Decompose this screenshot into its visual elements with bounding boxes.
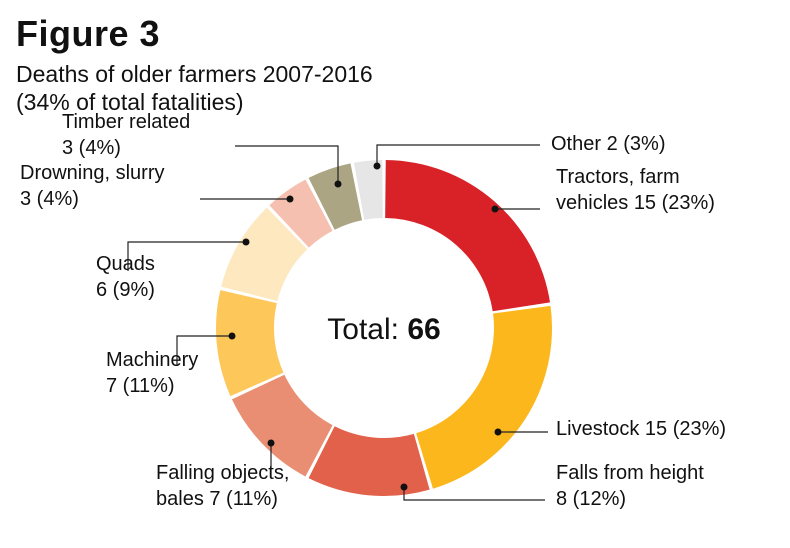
slice-label-falls: Falls from height 8 (12%) xyxy=(556,462,704,510)
leader-dot-falls xyxy=(400,483,408,491)
leader-dot-other xyxy=(373,162,381,170)
slice-label-quads-line-2: 6 (9%) xyxy=(96,279,155,301)
leader-lines xyxy=(127,144,548,501)
slice-timber xyxy=(308,163,363,230)
slice-label-livestock: Livestock 15 (23%) xyxy=(556,418,726,440)
total-label-text: Total: xyxy=(327,313,399,346)
slice-label-falls-line-1: Falls from height xyxy=(556,462,704,484)
slice-label-quads: Quads 6 (9%) xyxy=(96,253,155,301)
slice-quads xyxy=(221,207,308,301)
slice-label-tractors-line-2: vehicles 15 (23%) xyxy=(556,192,715,214)
slice-label-drowning: Drowning, slurry 3 (4%) xyxy=(20,162,164,210)
slice-other xyxy=(353,160,383,220)
leader-dot-timber xyxy=(334,180,342,188)
slice-labels: Tractors, farm vehicles 15 (23%) Livestock… xyxy=(20,111,726,510)
chart-subtitle-line-1: Deaths of older farmers 2007-2016 xyxy=(16,61,373,87)
slice-label-timber-line-1: Timber related xyxy=(62,111,190,133)
leader-line-machinery xyxy=(176,335,232,366)
slice-label-drowning-line-1: Drowning, slurry xyxy=(20,162,164,184)
leader-line-quads xyxy=(127,241,246,271)
slice-label-tractors: Tractors, farm vehicles 15 (23%) xyxy=(556,166,715,214)
leader-line-other xyxy=(376,144,540,166)
slice-label-tractors-line-1: Tractors, farm xyxy=(556,166,680,188)
slice-label-other-line-1: Other 2 (3%) xyxy=(551,133,665,155)
leader-dot-falling-objects xyxy=(267,439,275,447)
slice-drowning xyxy=(269,179,333,248)
slice-label-machinery-line-2: 7 (11%) xyxy=(106,375,175,397)
slice-falling-objects xyxy=(231,374,333,477)
slice-label-timber-line-2: 3 (4%) xyxy=(62,137,121,159)
leader-line-falls xyxy=(403,487,545,501)
slice-label-quads-line-1: Quads xyxy=(96,253,155,275)
leader-dot-tractors xyxy=(491,205,499,213)
slice-machinery xyxy=(215,290,284,397)
slice-label-falling-objects-line-2: bales 7 (11%) xyxy=(156,488,278,510)
slice-label-machinery-line-1: Machinery xyxy=(106,349,198,371)
donut-slices xyxy=(215,160,552,496)
slice-label-timber: Timber related 3 (4%) xyxy=(62,111,190,159)
slice-label-falls-line-2: 8 (12%) xyxy=(556,488,626,510)
figure-title: Figure 3 xyxy=(16,13,161,54)
chart-subtitle-line-2: (34% of total fatalities) xyxy=(16,89,244,115)
leader-dot-livestock xyxy=(494,428,502,436)
slice-label-falling-objects-line-1: Falling objects, xyxy=(156,462,289,484)
leader-dot-machinery xyxy=(228,332,236,340)
leader-line-timber xyxy=(235,145,339,184)
leader-dot-drowning xyxy=(286,195,294,203)
total-value: 66 xyxy=(407,313,440,346)
slice-label-drowning-line-2: 3 (4%) xyxy=(20,188,79,210)
slice-tractors xyxy=(385,160,551,312)
slice-label-livestock-line-1: Livestock 15 (23%) xyxy=(556,418,726,440)
total-label: Total: 66 xyxy=(327,313,440,346)
slice-label-machinery: Machinery 7 (11%) xyxy=(106,349,198,397)
slice-label-other: Other 2 (3%) xyxy=(551,133,665,155)
leader-dot-quads xyxy=(242,238,250,246)
slice-falls xyxy=(308,426,430,496)
slice-label-falling-objects: Falling objects, bales 7 (11%) xyxy=(156,462,289,510)
slice-livestock xyxy=(416,305,552,489)
